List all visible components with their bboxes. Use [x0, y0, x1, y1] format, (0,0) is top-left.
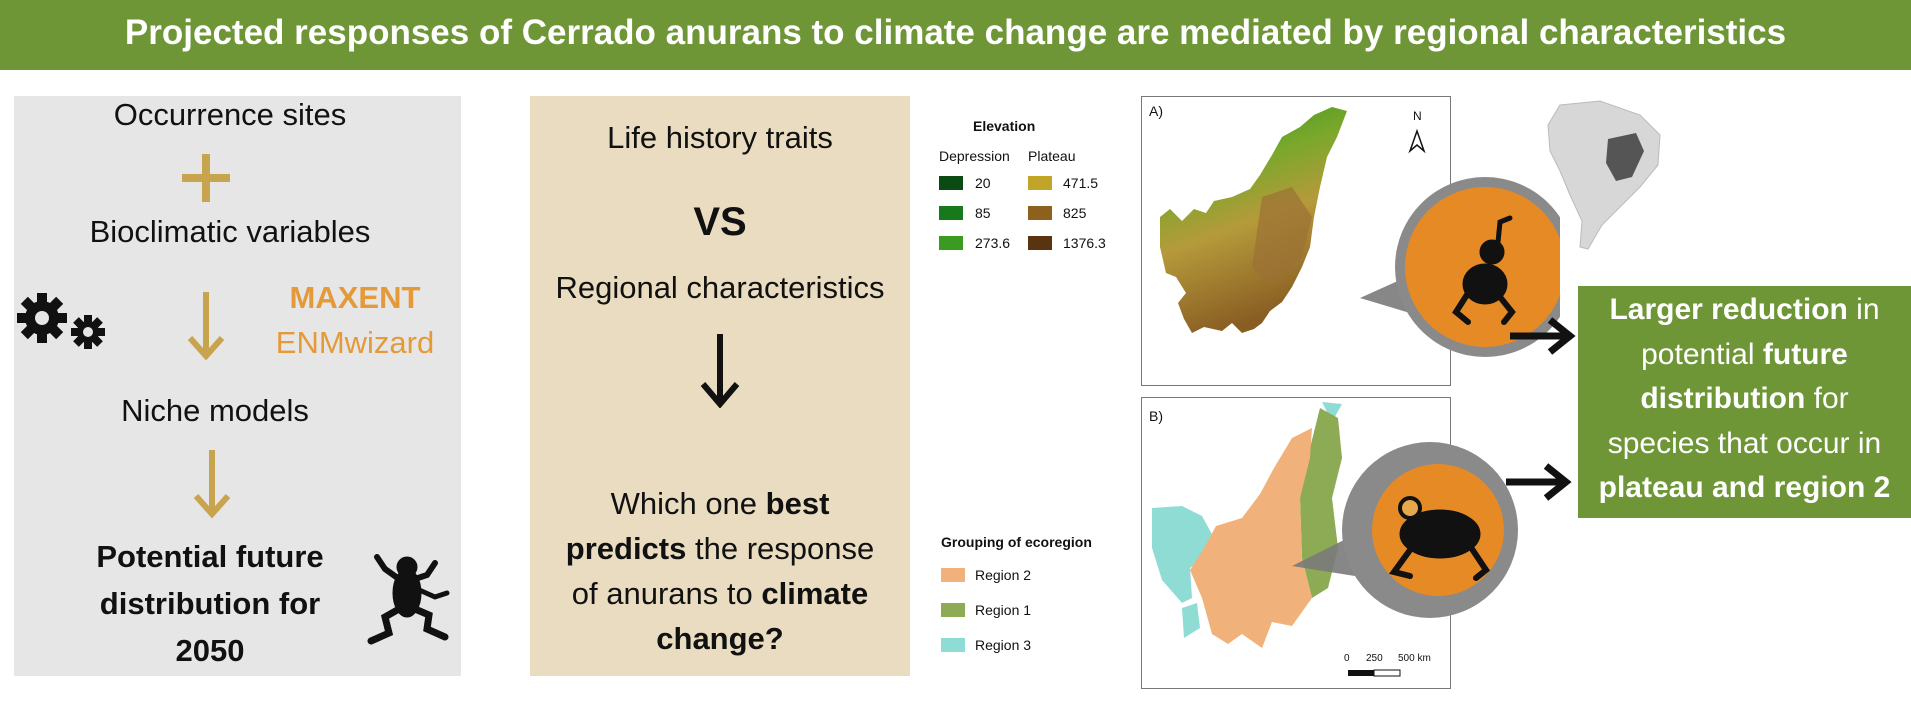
- result-text: Larger reduction in potential future dis…: [1578, 286, 1911, 518]
- niche-models-label: Niche models: [121, 393, 309, 428]
- south-america-locator-map: [1547, 100, 1661, 250]
- swatch-depression-20: [939, 176, 963, 190]
- frog-silhouette-icon: [367, 554, 450, 645]
- result-text-2: potential: [1641, 337, 1763, 371]
- region-2-label: Region 2: [975, 567, 1032, 583]
- result-text-4: species that occur in: [1607, 426, 1882, 460]
- depression-value-1: 20: [975, 175, 991, 191]
- result-box: [1578, 286, 1911, 518]
- arrow-down-icon: [187, 292, 225, 361]
- plateau-value-3: 1376.3: [1063, 235, 1106, 251]
- north-text: N: [1413, 109, 1422, 123]
- potential-line-1: Potential future: [96, 539, 324, 574]
- result-text-1: in: [1847, 293, 1880, 326]
- swatch-depression-85: [939, 206, 963, 220]
- plus-icon: [182, 154, 230, 202]
- region-1-label: Region 1: [975, 602, 1032, 618]
- result-bold-2: future: [1762, 337, 1848, 371]
- swatch-plateau-1376: [1028, 236, 1052, 250]
- swatch-depression-273: [939, 236, 963, 250]
- regional-characteristics-label: Regional characteristics: [555, 270, 885, 305]
- frog-callout-top: [1360, 177, 1560, 357]
- depression-value-2: 85: [975, 205, 991, 221]
- map-a-label: A): [1149, 103, 1163, 119]
- potential-line-3: 2050: [175, 633, 245, 668]
- q-bold-4: change?: [656, 621, 784, 656]
- region-3-label: Region 3: [975, 637, 1032, 653]
- ecoregion-legend-title: Grouping of ecoregion: [941, 534, 1092, 550]
- arrow-down-icon-2: [193, 450, 231, 519]
- map-b-label: B): [1149, 408, 1163, 424]
- vs-label: VS: [693, 200, 747, 244]
- swatch-plateau-471: [1028, 176, 1052, 190]
- q-text-2: the response: [686, 531, 875, 566]
- scale-0-label: 0: [1344, 653, 1350, 664]
- depression-label: Depression: [939, 148, 1010, 164]
- arrow-right-icon-top: [1510, 317, 1576, 355]
- swatch-plateau-825: [1028, 206, 1052, 220]
- elevation-map-shape: [1160, 107, 1426, 333]
- q-text-1: Which one: [610, 486, 766, 521]
- result-bold-3: distribution: [1640, 382, 1806, 415]
- frog-callout-bottom: [1292, 442, 1518, 618]
- swatch-region-1: [941, 603, 965, 617]
- bioclimatic-variables-label: Bioclimatic variables: [89, 214, 371, 249]
- swatch-region-2: [941, 568, 965, 582]
- north-arrow-icon: [1408, 128, 1426, 154]
- page-title: Projected responses of Cerrado anurans t…: [124, 13, 1787, 52]
- plateau-value-1: 471.5: [1063, 175, 1099, 191]
- gears-icon: [17, 293, 105, 349]
- scale-250-label: 250: [1366, 653, 1383, 664]
- plateau-label: Plateau: [1028, 148, 1076, 164]
- q-bold-3: climate: [761, 576, 869, 611]
- elevation-legend: Elevation Depression Plateau 20 85 273.6…: [925, 100, 1115, 260]
- research-question: Which one best predicts the response of …: [535, 481, 905, 661]
- black-arrow-down-icon: [700, 334, 740, 408]
- elevation-map-a: A) N: [1141, 96, 1451, 386]
- q-text-3: of anurans to: [571, 576, 762, 611]
- result-bold-1: Larger reduction: [1609, 293, 1848, 326]
- title-banner: [0, 0, 1911, 70]
- potential-future-distribution-label: Potential future distribution for 2050: [60, 533, 360, 674]
- plateau-value-2: 825: [1063, 205, 1087, 221]
- q-bold-1: best: [765, 486, 830, 521]
- scale-bar: [1348, 669, 1401, 677]
- occurrence-sites-label: Occurrence sites: [113, 97, 347, 132]
- life-history-traits-label: Life history traits: [607, 120, 833, 155]
- enmwizard-label: ENMwizard: [275, 325, 435, 360]
- scale-500-label: 500 km: [1398, 653, 1431, 664]
- result-bold-5: plateau and region 2: [1598, 471, 1891, 504]
- elevation-legend-title: Elevation: [973, 118, 1036, 134]
- result-text-3: for: [1805, 382, 1849, 415]
- swatch-region-3: [941, 638, 965, 652]
- arrow-right-icon-bottom: [1506, 463, 1572, 501]
- methods-panel: [14, 96, 461, 676]
- potential-line-2: distribution for: [99, 586, 321, 621]
- depression-value-3: 273.6: [975, 235, 1011, 251]
- ecoregion-legend: Grouping of ecoregion Region 2 Region 1 …: [925, 520, 1115, 670]
- maxent-label: MAXENT: [289, 280, 421, 315]
- q-bold-2: predicts: [565, 531, 687, 566]
